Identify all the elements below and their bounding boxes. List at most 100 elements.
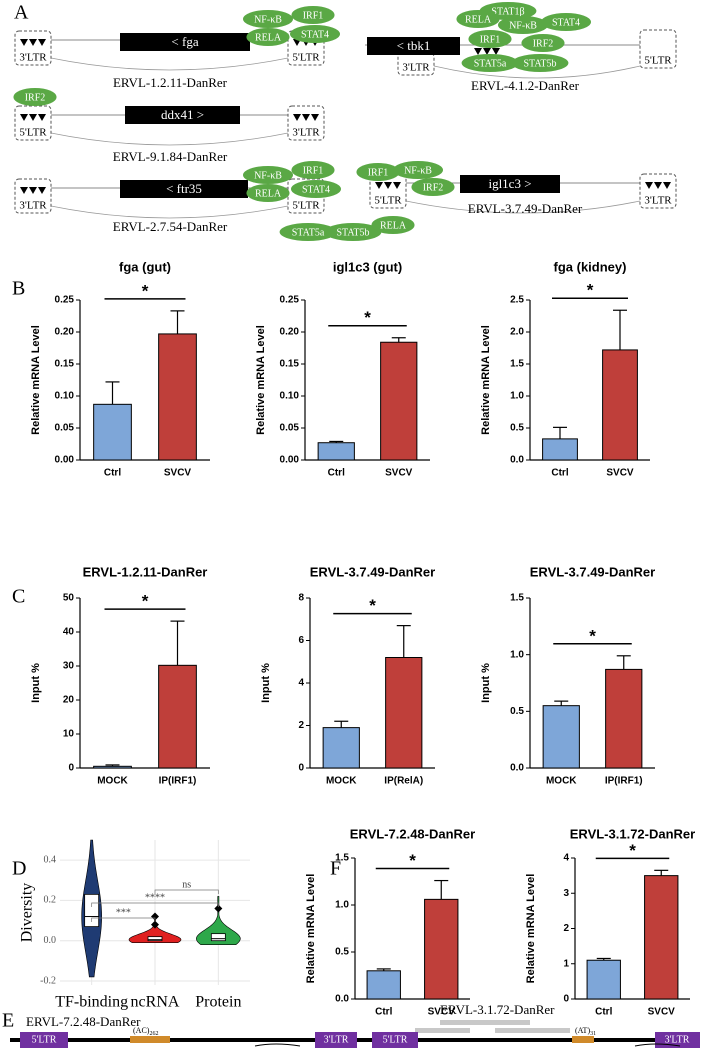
ltr-triangle — [20, 187, 28, 194]
chart-title: ERVL-1.2.11-DanRer — [83, 564, 208, 579]
bar — [93, 765, 132, 769]
ltr-label: 5'LTR — [19, 127, 47, 139]
y-tick-label: 1.5 — [510, 359, 524, 370]
element-name: ERVL-2.7.54-DanRer — [113, 219, 228, 234]
ltr-label: 5'LTR — [292, 52, 320, 64]
ltr-box — [14, 105, 52, 141]
arc — [50, 205, 289, 219]
factor-label: STAT4 — [302, 184, 330, 195]
factor-ellipse — [461, 54, 519, 72]
x-tick-label: SVCV — [428, 1007, 456, 1018]
element-name: ERVL-3.1.72-DanRer — [440, 1002, 555, 1017]
y-axis-label: Input % — [260, 663, 272, 703]
y-tick-label: 3 — [563, 888, 569, 899]
chart-title: ERVL-3.7.49-DanRer — [310, 564, 435, 579]
element-name: ERVL-1.2.11-DanRer — [113, 75, 228, 90]
bar — [605, 668, 643, 769]
chart-title: ERVL-3.1.72-DanRer — [570, 826, 695, 841]
panel-label: D — [12, 858, 26, 880]
x-tick-label: MOCK — [546, 776, 577, 787]
repeat-region — [572, 1036, 594, 1043]
y-tick-label: 0.0 — [44, 935, 57, 946]
y-tick-label: 0.2 — [44, 895, 57, 906]
bar — [644, 875, 679, 1000]
bar — [542, 438, 578, 461]
factor-ellipse — [498, 16, 548, 34]
y-tick-label: 0.15 — [280, 359, 300, 370]
x-tick-label: MOCK — [326, 776, 357, 787]
ltr-label: 3'LTR — [292, 127, 320, 139]
ltr-box — [369, 173, 407, 209]
ltr-label: 5'LTR — [644, 55, 672, 67]
gray-bar — [440, 1020, 530, 1025]
ltr-triangle — [29, 114, 37, 121]
y-tick-label: 0.00 — [55, 455, 75, 466]
factor-label: STAT5b — [523, 58, 556, 69]
y-tick-label: 0.05 — [280, 423, 300, 434]
ltr-triangle — [20, 114, 28, 121]
chart-title: ERVL-7.2.48-DanRer — [350, 826, 475, 841]
repeat-region — [130, 1036, 170, 1043]
ltr-triangle — [663, 182, 671, 189]
factor-label: IRF1 — [480, 34, 501, 45]
x-tick-label: SVCV — [385, 468, 413, 479]
y-axis-label: Relative mRNA Level — [480, 325, 492, 435]
significance-label: * — [142, 592, 149, 611]
significance-label: * — [364, 308, 371, 327]
y-axis-label: Relative mRNA Level — [255, 325, 267, 435]
ltr-triangle — [645, 182, 653, 189]
y-axis-label: Diversity — [19, 883, 36, 943]
factor-label: STAT1β — [491, 6, 524, 17]
repeat-label: (AT)31 — [575, 1026, 596, 1038]
bar — [322, 727, 360, 769]
factor-label: RELA — [255, 188, 282, 199]
factor-ellipse — [411, 178, 455, 196]
y-tick-label: 20 — [63, 695, 75, 706]
factor-ellipse — [371, 216, 415, 234]
factor-ellipse — [521, 34, 565, 52]
factor-label: IRF1 — [303, 10, 324, 21]
significance-label: ns — [182, 879, 191, 890]
ltr-box — [14, 30, 52, 66]
factor-label: STAT5a — [474, 58, 507, 69]
y-tick-label: -0.2 — [40, 975, 56, 986]
y-tick-label: 0 — [298, 763, 304, 774]
x-tick-label: Ctrl — [375, 1007, 392, 1018]
ltr-label: 5'LTR — [383, 1034, 408, 1045]
factor-ellipse — [356, 163, 400, 181]
y-tick-label: 0.0 — [510, 763, 524, 774]
panel-label: C — [12, 586, 25, 608]
bar — [158, 664, 197, 769]
y-tick-label: 0.10 — [55, 391, 75, 402]
factor-ellipse — [456, 10, 500, 28]
ltr-box — [20, 1032, 68, 1048]
y-tick-label: 30 — [63, 661, 75, 672]
panel-label: F — [330, 858, 341, 880]
factor-label: STAT5a — [292, 227, 325, 238]
factor-label: NF-κB — [254, 14, 282, 25]
factor-ellipse — [290, 25, 340, 43]
x-tick-label: ncRNA — [131, 994, 180, 1011]
ltr-triangle — [20, 39, 28, 46]
y-tick-label: 40 — [63, 627, 75, 638]
ltr-box — [639, 173, 677, 209]
y-tick-label: 10 — [63, 729, 75, 740]
significance-bracket — [91, 917, 156, 922]
arc — [405, 200, 641, 214]
significance-label: *** — [116, 907, 131, 918]
ltr-box — [287, 30, 325, 66]
repeat-count: 262 — [149, 1031, 158, 1037]
y-tick-label: 8 — [298, 593, 304, 604]
ltr-triangle — [38, 187, 46, 194]
gene-label: < ftr35 — [166, 181, 202, 196]
gene-box — [120, 180, 248, 198]
ltr-triangle — [302, 114, 310, 121]
ltr-triangle — [311, 114, 319, 121]
chart-title: fga (kidney) — [554, 259, 627, 274]
y-tick-label: 0.5 — [510, 423, 524, 434]
significance-bracket — [154, 889, 219, 894]
gene-box — [367, 37, 460, 55]
factor-ellipse — [243, 166, 293, 184]
ltr-label: 5'LTR — [374, 195, 402, 207]
